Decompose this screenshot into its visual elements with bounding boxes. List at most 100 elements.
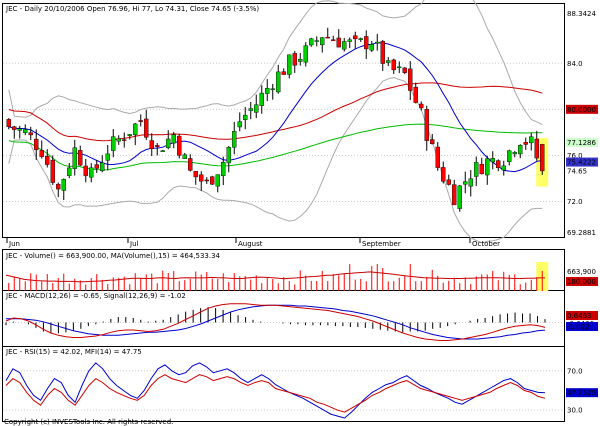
candle-down bbox=[424, 109, 429, 141]
month-label: October bbox=[472, 240, 500, 248]
candle-down bbox=[39, 150, 44, 157]
candle-up bbox=[320, 37, 325, 46]
candle-up bbox=[232, 131, 237, 148]
price-tick-label: 76.0 bbox=[567, 152, 583, 160]
candle-up bbox=[375, 41, 380, 44]
price-tick-label: 72.0 bbox=[567, 198, 583, 206]
volume-label-ma-bg bbox=[566, 277, 598, 286]
candle-up bbox=[485, 158, 490, 176]
candle-up bbox=[89, 167, 94, 178]
rsi-label-mfi: 47.7525 bbox=[567, 389, 596, 397]
candle-up bbox=[463, 181, 468, 185]
label-min: 69.2881 bbox=[567, 229, 596, 237]
ma-short-line bbox=[8, 42, 543, 173]
candle-up bbox=[116, 138, 121, 142]
candle-up bbox=[507, 150, 512, 162]
rsi-label-30: 30.0 bbox=[567, 407, 583, 415]
candle-up bbox=[287, 54, 292, 75]
candle-down bbox=[402, 67, 407, 73]
candle-down bbox=[144, 118, 149, 138]
candle-up bbox=[166, 138, 171, 148]
candle-up bbox=[529, 136, 534, 144]
candle-down bbox=[199, 174, 204, 182]
candle-up bbox=[474, 162, 479, 177]
macd-label-1: 0.6463 bbox=[567, 312, 592, 320]
candle-up bbox=[100, 162, 105, 172]
candle-down bbox=[78, 150, 83, 166]
label-ma-long: 80.0000 bbox=[567, 106, 596, 114]
candle-down bbox=[353, 35, 358, 40]
rsi-label-70: 70.0 bbox=[567, 367, 583, 375]
candle-down bbox=[12, 126, 17, 130]
candle-down bbox=[452, 184, 457, 206]
candle-up bbox=[518, 145, 523, 155]
candle-down bbox=[430, 139, 435, 145]
ma-long-line bbox=[8, 82, 543, 142]
candle-down bbox=[408, 68, 413, 91]
candle-up bbox=[105, 153, 110, 161]
candle-up bbox=[72, 147, 77, 169]
candle-down bbox=[177, 135, 182, 156]
ma-mid-line bbox=[8, 123, 543, 171]
label-ma-long-bg bbox=[566, 104, 598, 114]
candle-down bbox=[325, 36, 330, 39]
volume-ma-line bbox=[5, 271, 545, 283]
candle-down bbox=[28, 132, 33, 136]
candle-up bbox=[314, 40, 319, 42]
price-panel bbox=[2, 3, 565, 238]
candle-down bbox=[50, 159, 55, 183]
candle-up bbox=[342, 41, 347, 50]
macd-label-1-bg bbox=[566, 311, 598, 320]
candle-down bbox=[540, 144, 545, 172]
candle-down bbox=[419, 103, 424, 109]
price-tick-label: 84.0 bbox=[567, 60, 583, 68]
candle-up bbox=[133, 123, 138, 136]
label-max: 88.3424 bbox=[567, 10, 596, 18]
candle-up bbox=[215, 174, 220, 187]
label-ma-mid-bg bbox=[566, 137, 598, 147]
candle-down bbox=[391, 59, 396, 71]
candle-up bbox=[369, 44, 374, 51]
label-close: 74.65 bbox=[567, 167, 587, 175]
candle-up bbox=[512, 152, 517, 155]
bollinger-lower-line bbox=[8, 76, 543, 244]
candle-down bbox=[292, 53, 297, 66]
candle-up bbox=[254, 104, 259, 113]
candle-up bbox=[111, 136, 116, 151]
candle-down bbox=[435, 146, 440, 168]
candle-up bbox=[270, 88, 275, 91]
candle-up bbox=[265, 87, 270, 94]
candle-down bbox=[496, 160, 501, 169]
candle-up bbox=[490, 158, 495, 163]
candle-up bbox=[127, 134, 132, 136]
candle-up bbox=[358, 38, 363, 40]
candle-up bbox=[386, 60, 391, 63]
month-label: September bbox=[362, 240, 401, 248]
candle-down bbox=[331, 39, 336, 41]
rsi-line bbox=[5, 374, 546, 413]
candle-down bbox=[446, 179, 451, 185]
candle-up bbox=[347, 39, 352, 42]
candle-up bbox=[160, 150, 165, 152]
month-label: Jul bbox=[129, 240, 139, 248]
candle-down bbox=[336, 37, 341, 48]
rsi-panel bbox=[2, 346, 565, 422]
candle-down bbox=[364, 36, 369, 50]
candle-up bbox=[243, 114, 248, 120]
candle-down bbox=[441, 167, 446, 182]
candle-down bbox=[34, 138, 39, 151]
candle-down bbox=[56, 183, 61, 190]
candle-up bbox=[182, 154, 187, 159]
candle-down bbox=[193, 170, 198, 178]
macd-label-3: -1.022 bbox=[567, 323, 590, 331]
price-header: JEC - Daily 20/10/2006 Open 76.96, Hi 77… bbox=[5, 5, 259, 13]
candle-down bbox=[6, 119, 11, 127]
macd-label-3-bg bbox=[566, 322, 598, 331]
label-ma-short: 75.4222 bbox=[567, 159, 596, 167]
candle-down bbox=[534, 138, 539, 159]
candle-up bbox=[276, 71, 281, 93]
candle-up bbox=[309, 38, 314, 46]
candle-down bbox=[122, 139, 127, 141]
candle-down bbox=[210, 176, 215, 185]
